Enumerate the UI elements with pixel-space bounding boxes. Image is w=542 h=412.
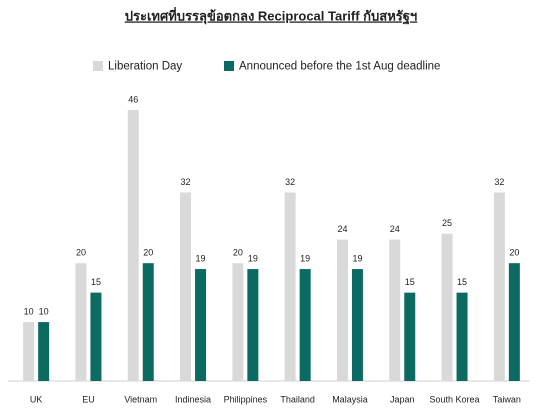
x-tick-label: UK (30, 394, 43, 404)
legend-swatch (93, 61, 103, 71)
bar (493, 192, 505, 381)
bar (142, 263, 154, 381)
value-label: 15 (91, 277, 101, 287)
value-label: 10 (24, 306, 34, 316)
x-tick-label: Vietnam (124, 394, 157, 404)
x-tick-label: Malaysia (332, 394, 368, 404)
value-label: 24 (337, 224, 347, 234)
bar (75, 263, 87, 381)
legend-label: Announced before the 1st Aug deadline (239, 61, 440, 73)
bar (336, 239, 348, 381)
value-label: 19 (248, 253, 258, 263)
value-label: 20 (143, 248, 153, 258)
x-tick-label: Japan (390, 394, 415, 404)
value-label: 20 (233, 248, 243, 258)
value-label: 46 (128, 94, 138, 104)
legend-swatch (224, 61, 234, 71)
value-label: 32 (181, 177, 191, 187)
x-tick-label: South Korea (430, 394, 480, 404)
x-tick-label: Indinesia (175, 394, 211, 404)
bar (284, 192, 296, 381)
bar (90, 292, 102, 381)
legend-label: Liberation Day (108, 61, 182, 73)
value-label: 32 (285, 177, 295, 187)
bar (195, 269, 207, 381)
bar (351, 269, 363, 381)
value-label: 15 (457, 277, 467, 287)
bar (389, 239, 401, 381)
x-tick-label: Thailand (280, 394, 315, 404)
bar (441, 233, 453, 381)
bar (127, 110, 139, 381)
value-label: 10 (39, 306, 49, 316)
value-label: 25 (442, 218, 452, 228)
bar (299, 269, 311, 381)
value-label: 32 (494, 177, 504, 187)
x-tick-label: Philippines (224, 394, 268, 404)
value-label: 19 (300, 253, 310, 263)
x-tick-label: Taiwan (493, 394, 521, 404)
bar (456, 292, 468, 381)
bar (38, 322, 50, 381)
bar (180, 192, 192, 381)
bar (508, 263, 520, 381)
value-label: 20 (509, 248, 519, 258)
bar (23, 322, 35, 381)
bar (404, 292, 416, 381)
value-label: 19 (196, 253, 206, 263)
x-tick-label: EU (82, 394, 95, 404)
chart-title: ประเทศที่บรรลุข้อตกลง Reciprocal Tariff … (125, 6, 417, 25)
bar (247, 269, 259, 381)
value-label: 20 (76, 248, 86, 258)
value-label: 15 (405, 277, 415, 287)
value-label: 19 (352, 253, 362, 263)
bar (232, 263, 244, 381)
value-label: 24 (390, 224, 400, 234)
